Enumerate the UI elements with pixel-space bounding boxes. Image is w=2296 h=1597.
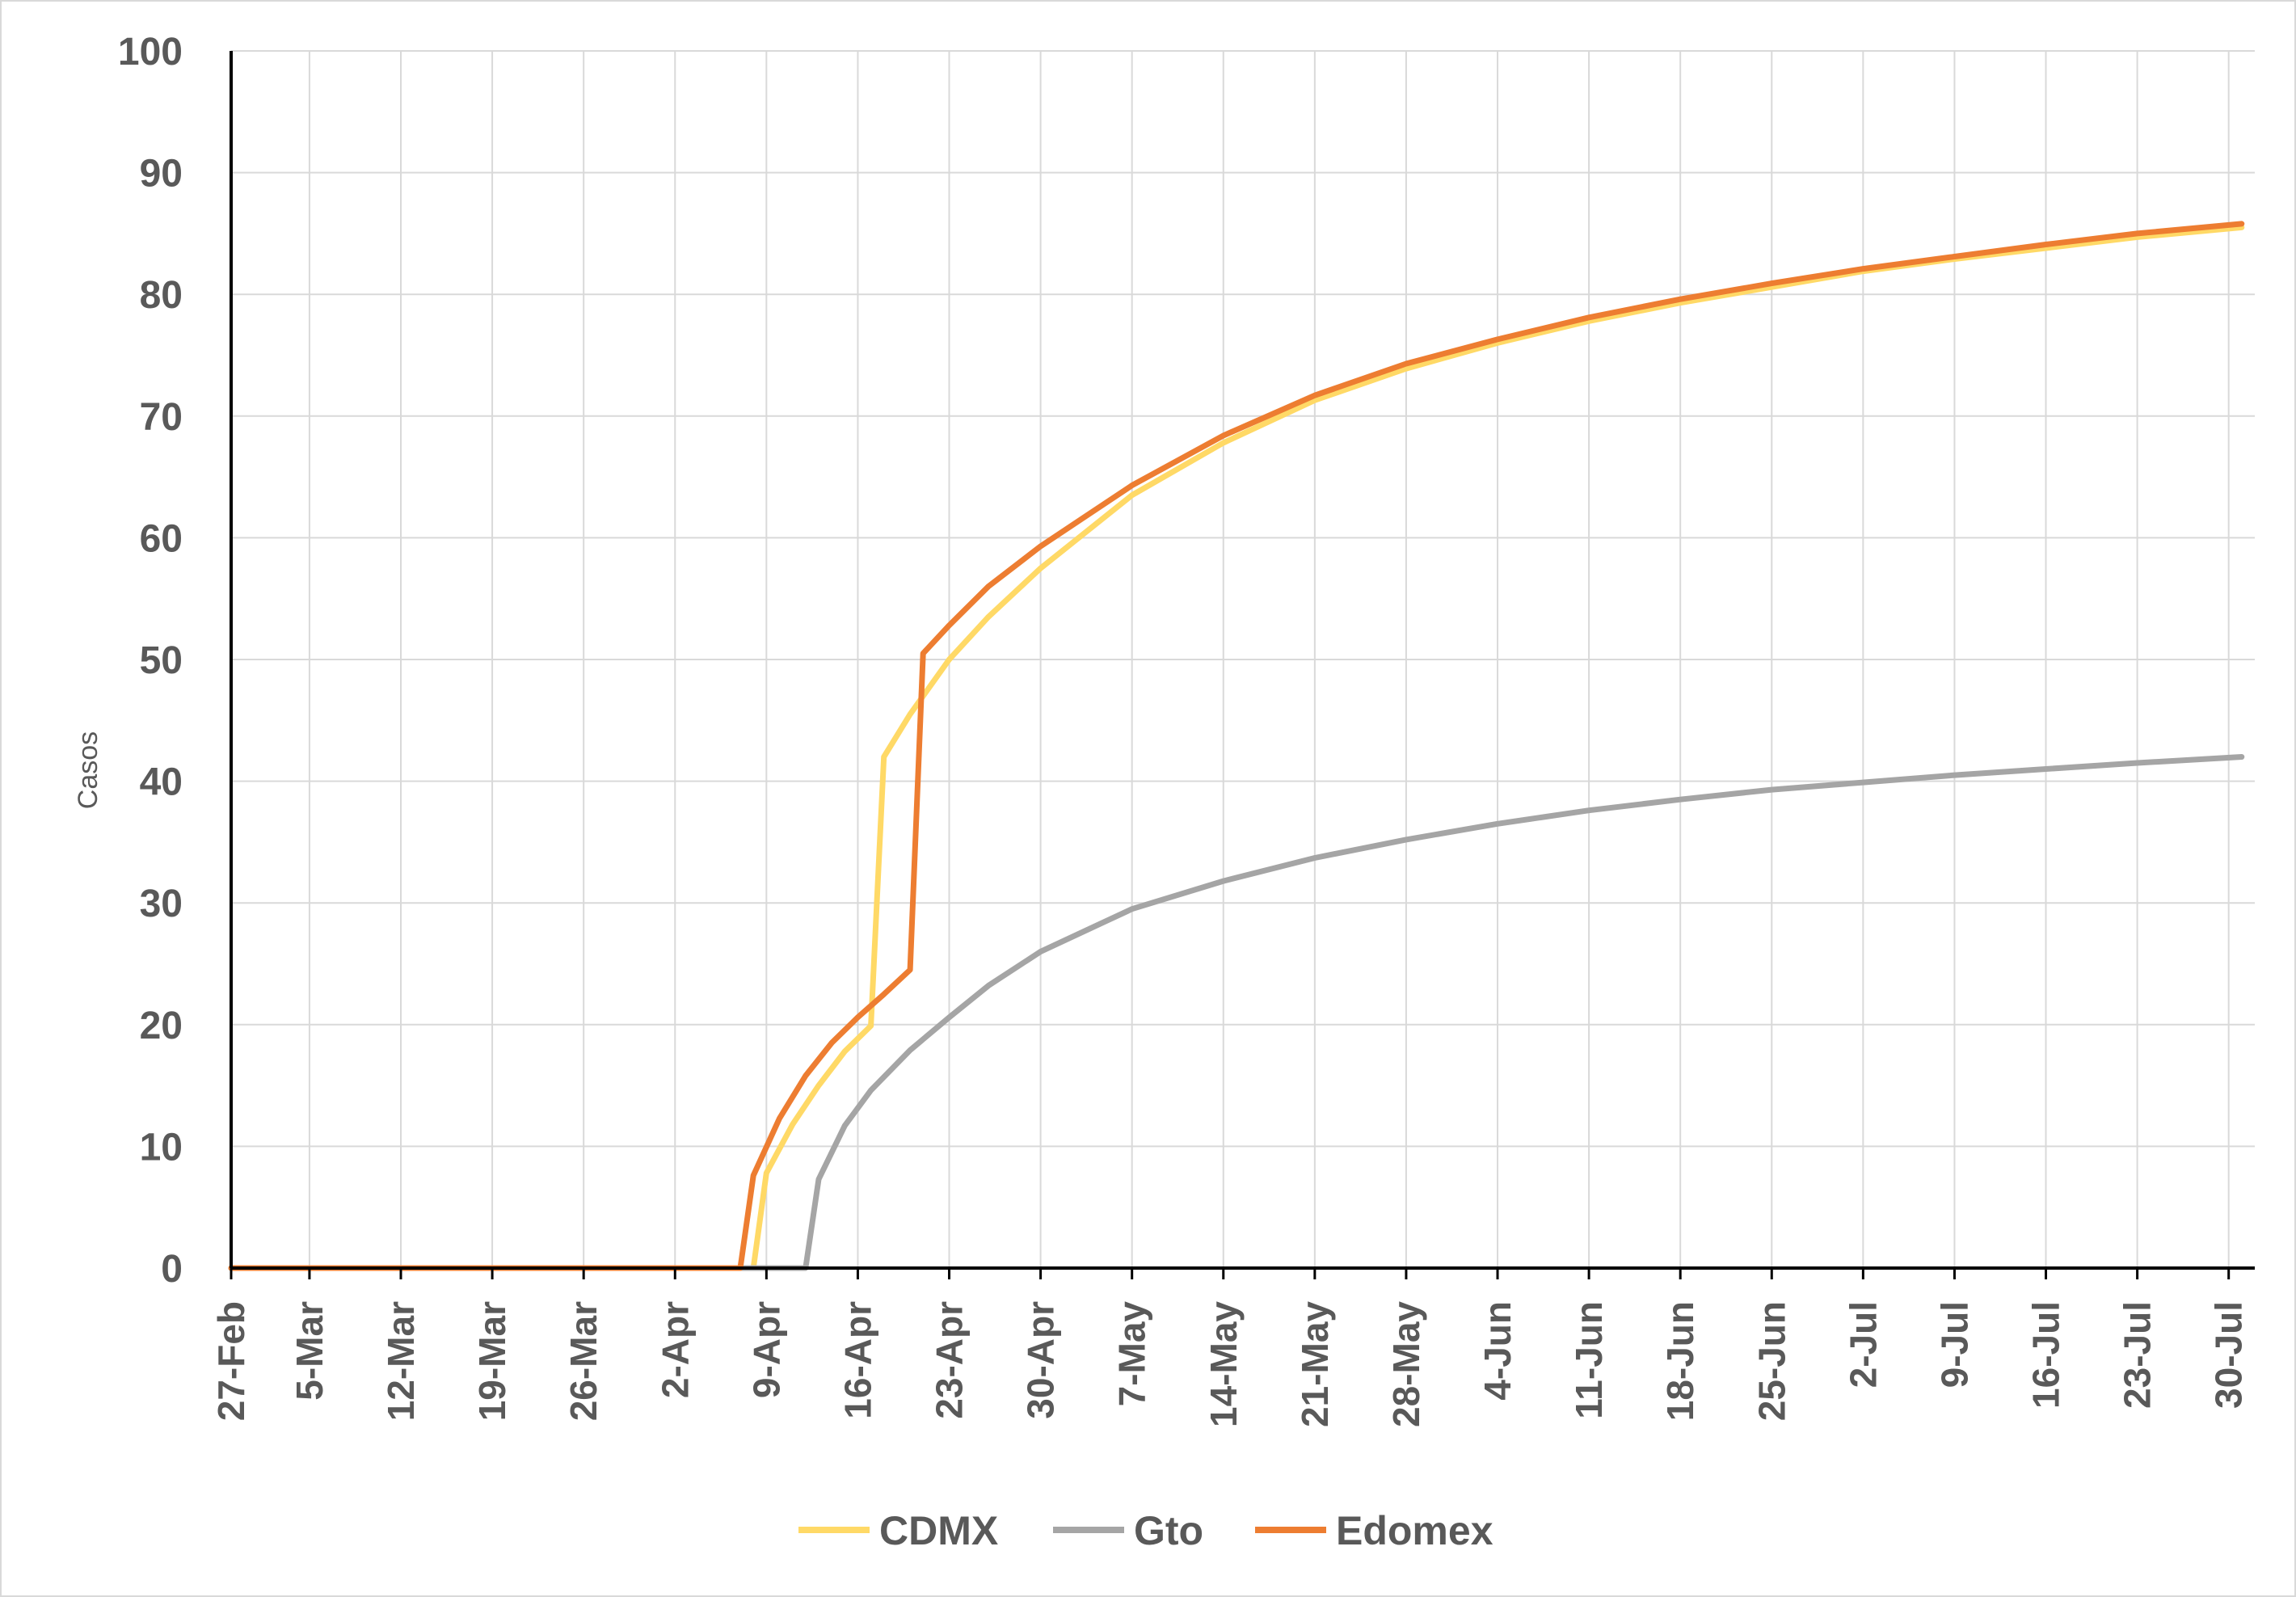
x-tick-label: 2-Jul (1842, 1301, 1884, 1388)
x-tick-label: 21-May (1294, 1301, 1336, 1427)
legend: CDMX Gto Edomex (798, 1508, 1493, 1553)
x-tick-label: 11-Jun (1568, 1301, 1610, 1419)
x-tick-label: 27-Feb (210, 1301, 252, 1421)
y-tick-label: 70 (140, 396, 183, 439)
legend-label-cdmx: CDMX (879, 1508, 998, 1553)
series-line-edomex (228, 221, 2245, 1271)
y-tick-label: 30 (140, 883, 183, 925)
x-tick-label: 18-Jun (1659, 1301, 1701, 1421)
y-tick-label: 80 (140, 274, 183, 317)
y-tick-label: 10 (140, 1126, 183, 1169)
x-tick-label: 9-Jul (1933, 1301, 1975, 1388)
y-tick-label: 0 (161, 1248, 183, 1291)
x-tick-label: 16-Apr (836, 1301, 878, 1419)
x-tick-label: 19-Mar (471, 1301, 513, 1421)
y-gridlines (231, 50, 2255, 1148)
x-tick-label: 9-Apr (745, 1301, 787, 1398)
axes (230, 51, 2255, 1279)
x-tick-label: 30-Jul (2208, 1301, 2250, 1409)
x-tick-label: 30-Apr (1020, 1301, 1062, 1419)
y-axis-title: Casos (73, 731, 103, 809)
x-tick-label: 5-Mar (289, 1301, 331, 1401)
series-line-gto (228, 754, 2245, 1271)
x-tick-label: 14-May (1203, 1301, 1245, 1427)
x-tick-label: 23-Apr (929, 1301, 971, 1419)
legend-label-gto: Gto (1134, 1508, 1203, 1553)
legend-label-edomex: Edomex (1336, 1508, 1493, 1553)
x-tick-label: 25-Jun (1750, 1301, 1793, 1421)
x-tick-label: 7-May (1111, 1301, 1153, 1407)
y-tick-label: 50 (140, 639, 183, 682)
y-tick-label: 60 (140, 517, 183, 560)
x-tick-label: 4-Jun (1477, 1301, 1519, 1401)
series-line-cdmx (228, 224, 2245, 1271)
x-tick-labels: 27-Feb 5-Mar 12-Mar 19-Mar 26-Mar 2-Apr 9-Apr 1… (210, 1301, 2250, 1427)
x-tick-label: 16-Jul (2025, 1301, 2067, 1409)
series-lines (228, 221, 2245, 1271)
x-tick-label: 12-Mar (380, 1301, 422, 1421)
y-tick-label: 20 (140, 1005, 183, 1047)
y-tick-label: 90 (140, 153, 183, 196)
y-tick-label: 100 (118, 31, 183, 74)
x-tick-label: 28-May (1385, 1301, 1427, 1427)
y-tick-label: 40 (140, 761, 183, 804)
x-tick-label: 23-Jul (2117, 1301, 2159, 1409)
y-tick-labels: 0 10 20 30 40 50 60 70 80 90 100 (118, 31, 183, 1291)
x-tick-label: 26-Mar (562, 1301, 605, 1421)
x-tick-label: 2-Apr (654, 1301, 696, 1398)
